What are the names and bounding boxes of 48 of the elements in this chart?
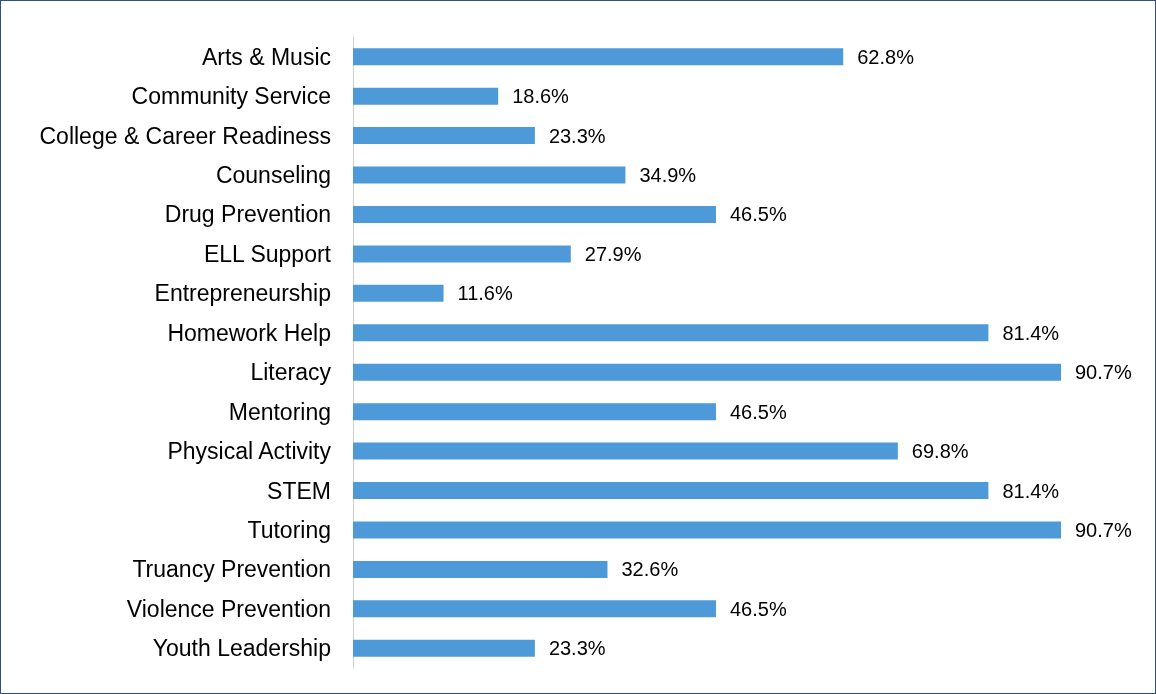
data-label: 11.6% <box>457 282 513 305</box>
data-label: 46.5% <box>729 400 787 423</box>
y-tick-label: Violence Prevention <box>126 595 331 622</box>
y-tick-label: Drug Prevention <box>164 201 331 228</box>
data-label: 27.9% <box>584 242 642 265</box>
bar <box>353 442 898 460</box>
data-label: 46.5% <box>729 597 787 620</box>
bar <box>353 482 989 500</box>
bar <box>353 403 716 421</box>
y-tick-label: Truancy Prevention <box>132 556 331 583</box>
bar <box>353 639 535 657</box>
y-tick-label: Literacy <box>250 359 332 386</box>
data-label: 23.3% <box>548 124 606 147</box>
bar <box>353 521 1061 539</box>
y-tick-label: Homework Help <box>167 319 331 346</box>
bar <box>353 600 716 618</box>
y-tick-label: Arts & Music <box>201 43 331 70</box>
bar <box>353 205 716 223</box>
data-label: 69.8% <box>911 440 969 463</box>
y-tick-label: ELL Support <box>203 240 332 267</box>
y-tick-label: Entrepreneurship <box>154 280 331 307</box>
y-tick-label: Mentoring <box>228 398 331 425</box>
bar <box>353 127 535 145</box>
data-label: 23.3% <box>548 637 606 660</box>
y-tick-label: College & Career Readiness <box>39 122 331 149</box>
y-tick-label: Tutoring <box>247 516 331 543</box>
data-label: 90.7% <box>1075 361 1132 384</box>
y-tick-label: STEM <box>267 477 331 504</box>
data-label: 46.5% <box>729 203 787 226</box>
bar <box>353 324 989 342</box>
bar <box>353 166 626 184</box>
data-label: 62.8% <box>857 45 915 68</box>
y-tick-label: Counseling <box>215 162 331 189</box>
data-label: 34.9% <box>639 164 697 187</box>
data-label: 90.7% <box>1075 518 1132 541</box>
data-label: 32.6% <box>621 558 679 581</box>
bar <box>353 363 1061 381</box>
y-tick-label: Community Service <box>131 83 331 110</box>
bar <box>353 245 571 263</box>
data-label: 18.6% <box>512 85 570 108</box>
y-tick-label: Youth Leadership <box>152 635 331 662</box>
bar <box>353 48 844 66</box>
bar <box>353 87 499 105</box>
bar <box>353 560 608 578</box>
y-tick-label: Physical Activity <box>167 438 332 465</box>
data-label: 81.4% <box>1002 321 1060 344</box>
data-label: 81.4% <box>1002 479 1060 502</box>
bar <box>353 284 444 302</box>
